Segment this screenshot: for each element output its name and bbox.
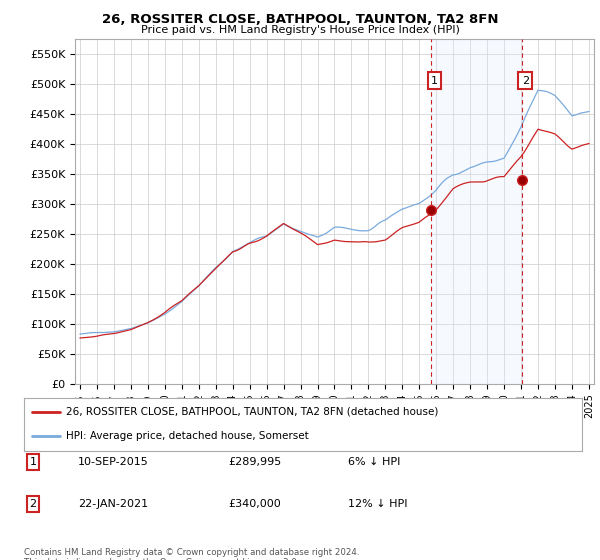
Bar — [431, 39, 522, 384]
Text: 6% ↓ HPI: 6% ↓ HPI — [348, 457, 400, 467]
Text: 12% ↓ HPI: 12% ↓ HPI — [348, 499, 407, 509]
Text: 26, ROSSITER CLOSE, BATHPOOL, TAUNTON, TA2 8FN: 26, ROSSITER CLOSE, BATHPOOL, TAUNTON, T… — [102, 13, 498, 26]
Text: £340,000: £340,000 — [228, 499, 281, 509]
Text: 2: 2 — [522, 76, 529, 86]
Text: HPI: Average price, detached house, Somerset: HPI: Average price, detached house, Some… — [66, 431, 308, 441]
Text: 22-JAN-2021: 22-JAN-2021 — [78, 499, 148, 509]
Text: 10-SEP-2015: 10-SEP-2015 — [78, 457, 149, 467]
Text: £289,995: £289,995 — [228, 457, 281, 467]
Text: Price paid vs. HM Land Registry's House Price Index (HPI): Price paid vs. HM Land Registry's House … — [140, 25, 460, 35]
Text: 1: 1 — [431, 76, 438, 86]
Text: 1: 1 — [29, 457, 37, 467]
Text: Contains HM Land Registry data © Crown copyright and database right 2024.
This d: Contains HM Land Registry data © Crown c… — [24, 548, 359, 560]
Text: 2: 2 — [29, 499, 37, 509]
Text: 26, ROSSITER CLOSE, BATHPOOL, TAUNTON, TA2 8FN (detached house): 26, ROSSITER CLOSE, BATHPOOL, TAUNTON, T… — [66, 407, 438, 417]
